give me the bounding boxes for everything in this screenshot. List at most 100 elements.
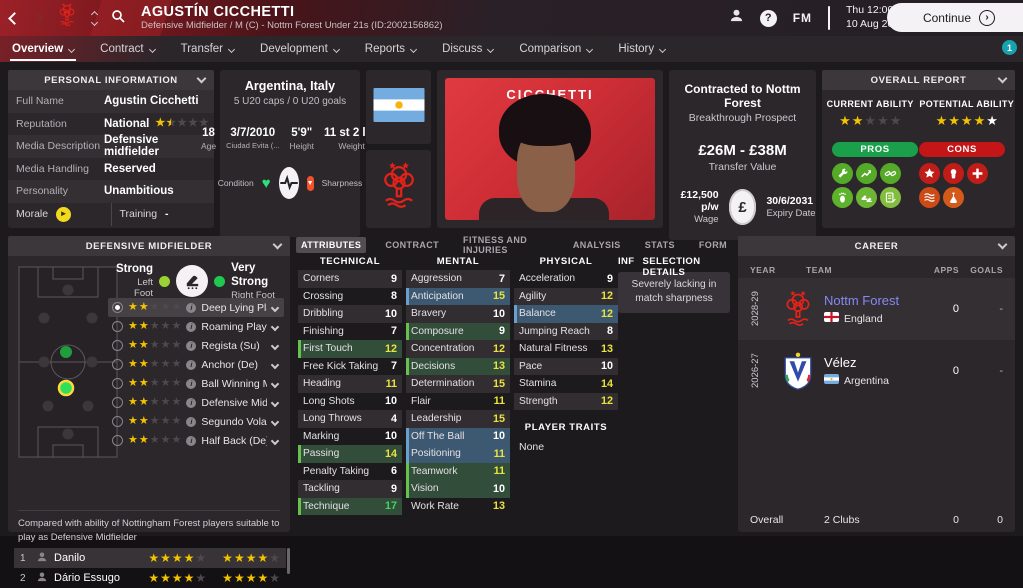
tab-contract[interactable]: CONTRACT <box>385 240 440 250</box>
attribute-name: Tackling <box>303 483 340 495</box>
tab-development[interactable]: Development <box>260 36 340 62</box>
transfer-value: £26M - £38M <box>698 142 787 159</box>
chevron-down-icon[interactable] <box>270 360 280 369</box>
tab-attributes[interactable]: ATTRIBUTES <box>296 237 367 253</box>
career-team-name[interactable]: Vélez <box>824 355 857 370</box>
role-row[interactable]: ★★★★★ i Deep Lying Playmak... <box>108 298 284 317</box>
nottm-forest-crest-icon <box>377 160 421 218</box>
role-radio[interactable] <box>112 340 123 351</box>
career-header[interactable]: CAREER <box>738 236 1015 256</box>
tab-transfer[interactable]: Transfer <box>181 36 236 62</box>
chevron-down-icon[interactable] <box>270 417 280 426</box>
role-name: Roaming Playmaker... <box>201 320 267 333</box>
attribute-row: Anticipation 15 <box>406 287 510 305</box>
nation-name: England <box>844 312 883 325</box>
attribute-value: 9 <box>498 325 505 338</box>
notification-badge[interactable]: 1 <box>1002 40 1017 55</box>
tab-contract[interactable]: Contract <box>100 36 156 62</box>
role-row[interactable]: ★ ★ ★ ★ ★ i Regista (Su) <box>108 336 284 355</box>
info-icon[interactable]: i <box>186 416 197 427</box>
tab-form[interactable]: FORM <box>698 240 727 250</box>
attribute-value: 4 <box>390 412 397 425</box>
notes-icon <box>880 187 901 208</box>
attribute-name: Penalty Taking <box>303 465 370 477</box>
chevron-down-icon[interactable] <box>270 398 280 407</box>
club-crest-icon[interactable] <box>56 2 78 33</box>
attribute-row: Acceleration 9 <box>514 270 618 288</box>
info-label: Media Handling <box>16 162 89 175</box>
role-row[interactable]: ★★★★★ i Ball Winning Midfiel... <box>108 374 284 393</box>
role-radio[interactable] <box>112 397 123 408</box>
cross-icon <box>966 163 988 184</box>
info-value: Unambitious <box>104 185 174 198</box>
role-radio[interactable] <box>112 321 123 332</box>
info-icon[interactable]: i <box>186 359 197 370</box>
role-radio[interactable] <box>112 435 123 446</box>
tab-history[interactable]: History <box>618 36 667 62</box>
attribute-row: Pace 10 <box>514 357 618 375</box>
role-radio[interactable] <box>112 359 123 370</box>
personal-info-header[interactable]: PERSONAL INFORMATION <box>8 70 214 90</box>
overall-report-header[interactable]: OVERALL REPORT <box>822 70 1015 90</box>
potential-stars: ★ ★ ★ ★ ★ <box>222 571 280 585</box>
info-icon[interactable]: i <box>186 397 197 408</box>
attribute-value: 10 <box>600 360 613 373</box>
tab-comparison[interactable]: Comparison <box>519 36 594 62</box>
role-radio[interactable] <box>112 416 123 427</box>
role-row[interactable]: ★ ★ ★ ★ ★ i Half Back (De) <box>108 431 284 450</box>
career-row[interactable]: 2026-27 Vélez Argentina 0 - <box>738 340 1015 402</box>
info-icon[interactable]: i <box>186 435 197 446</box>
back-icon[interactable] <box>8 11 21 25</box>
help-icon[interactable]: ? <box>759 9 777 27</box>
info-icon[interactable]: i <box>186 378 197 389</box>
continue-button[interactable]: Continue › <box>887 3 1023 32</box>
info-icon[interactable]: i <box>186 302 197 313</box>
bio-stat-height: 5'9" Height <box>289 127 315 151</box>
tab-discuss[interactable]: Discuss <box>442 36 495 62</box>
tab-stats[interactable]: STATS <box>644 240 675 250</box>
compare-player-row[interactable]: 2 Dário Essugo ★ ★ ★ ★ ★ ★ ★ ★ ★ ★ <box>14 568 286 588</box>
attribute-name: Off The Ball <box>411 430 465 442</box>
potential-ability-stars: ★ ★ ★ ★ ★ <box>935 113 998 128</box>
fm-logo: FM <box>792 11 813 25</box>
cons-badge: CONS <box>919 142 1005 157</box>
player-rank: 1 <box>20 552 26 564</box>
role-radio[interactable] <box>112 378 123 389</box>
waves-icon <box>918 187 940 208</box>
tab-reports[interactable]: Reports <box>365 36 418 62</box>
attribute-value: 13 <box>492 500 505 513</box>
attribute-row: Strength 12 <box>514 392 618 410</box>
player-cycle-control[interactable] <box>90 10 99 26</box>
manager-profile-icon[interactable] <box>729 8 744 28</box>
info-icon[interactable]: i <box>186 321 197 332</box>
role-row[interactable]: ★★★★★ i Segundo Volante (Su) <box>108 412 284 431</box>
scrollbar[interactable] <box>287 548 290 574</box>
attribute-value: 8 <box>390 290 397 303</box>
role-row[interactable]: ★★★★★ i Defensive Midfielde... <box>108 393 284 412</box>
current-ability-stars: ★ ★ ★ ★ ★ <box>839 113 902 128</box>
info-icon[interactable]: i <box>186 340 197 351</box>
chevron-down-icon[interactable] <box>270 322 280 331</box>
role-radio[interactable] <box>112 302 123 313</box>
attribute-row: Passing 14 <box>298 445 402 463</box>
tab-overview[interactable]: Overview <box>9 36 77 62</box>
tab-fitness-and-injuries[interactable]: FITNESS AND INJURIES <box>463 235 528 255</box>
search-icon[interactable] <box>111 9 125 28</box>
tab-analysis[interactable]: ANALYSIS <box>572 240 621 250</box>
position-header[interactable]: DEFENSIVE MIDFIELDER <box>8 236 290 256</box>
career-team-name[interactable]: Nottm Forest <box>824 293 900 308</box>
attribute-name: Positioning <box>411 448 461 460</box>
forward-icon[interactable] <box>31 11 44 25</box>
chevron-down-icon[interactable] <box>270 436 280 445</box>
compare-player-row[interactable]: 1 Danilo ★ ★ ★ ★ ★ ★ ★ ★ ★ ★ <box>14 548 286 568</box>
chevron-down-icon[interactable] <box>270 303 280 312</box>
chevron-down-icon[interactable] <box>270 379 280 388</box>
career-nation: Argentina <box>824 374 919 387</box>
chevron-down-icon[interactable] <box>270 341 280 350</box>
role-row[interactable]: ★★★★★ i Roaming Playmaker... <box>108 317 284 336</box>
attribute-name: Concentration <box>411 343 475 355</box>
career-apps: 0 <box>952 365 959 377</box>
heartbeat-icon[interactable] <box>278 167 299 199</box>
career-row[interactable]: 2028-29 Nottm Forest England 0 - <box>738 278 1015 340</box>
role-row[interactable]: ★ ★ ★ ★ ★ i Anchor (De) <box>108 355 284 374</box>
